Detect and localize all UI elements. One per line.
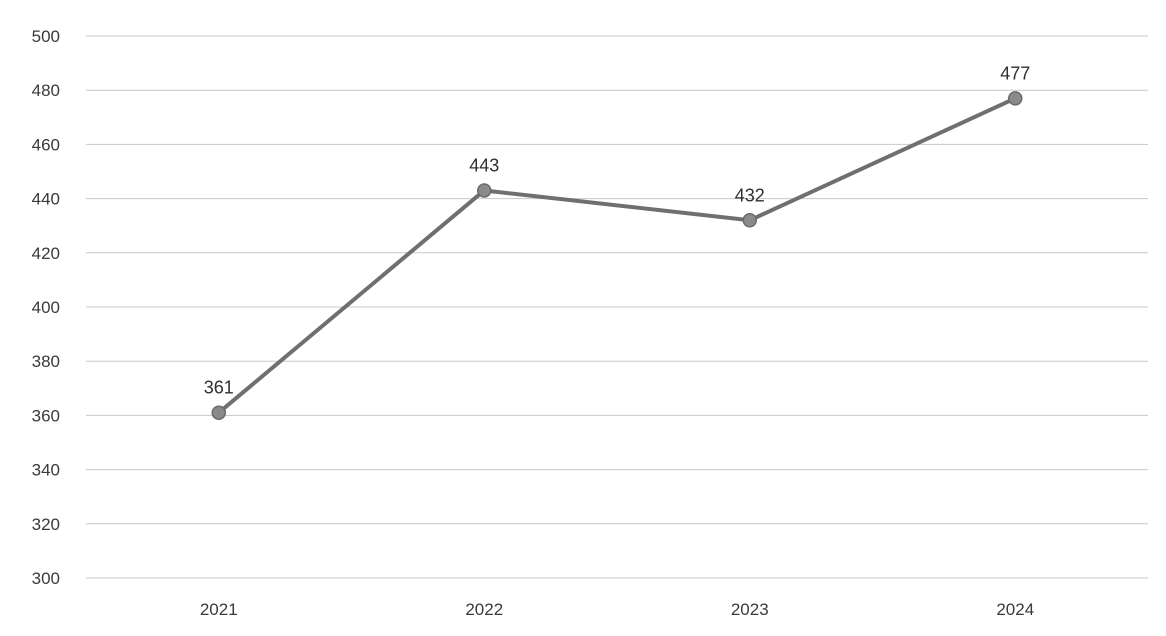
y-tick-label-440: 440: [32, 190, 60, 209]
gridlines: [86, 35, 1148, 579]
y-tick-label-300: 300: [32, 569, 60, 588]
series-line: [216, 96, 1018, 415]
y-tick-label-500: 500: [32, 27, 60, 46]
y-tick-label-320: 320: [32, 515, 60, 534]
y-tick-label-460: 460: [32, 135, 60, 154]
data-point-2022: [477, 183, 492, 198]
y-tick-label-380: 380: [32, 352, 60, 371]
series-group: [211, 91, 1023, 420]
data-point-2024: [1008, 91, 1023, 106]
y-axis-tick-labels: 300 320 340 360 380 400 420 440 460 480 500: [32, 27, 60, 588]
x-axis-tick-labels: 2021 2022 2023 2024: [200, 600, 1034, 619]
x-tick-label-2024: 2024: [996, 600, 1034, 619]
y-tick-label-480: 480: [32, 81, 60, 100]
y-tick-label-340: 340: [32, 461, 60, 480]
y-tick-label-400: 400: [32, 298, 60, 317]
data-point-2023: [742, 213, 757, 228]
x-tick-label-2021: 2021: [200, 600, 238, 619]
x-tick-label-2022: 2022: [465, 600, 503, 619]
data-label-2024: 477: [1000, 63, 1030, 83]
data-label-2021: 361: [204, 378, 234, 398]
data-labels: 361 443 432 477: [204, 63, 1031, 397]
data-point-2021: [211, 405, 226, 420]
y-tick-label-360: 360: [32, 406, 60, 425]
data-label-2023: 432: [735, 185, 765, 205]
y-tick-label-420: 420: [32, 244, 60, 263]
data-label-2022: 443: [469, 155, 499, 175]
x-tick-label-2023: 2023: [731, 600, 769, 619]
